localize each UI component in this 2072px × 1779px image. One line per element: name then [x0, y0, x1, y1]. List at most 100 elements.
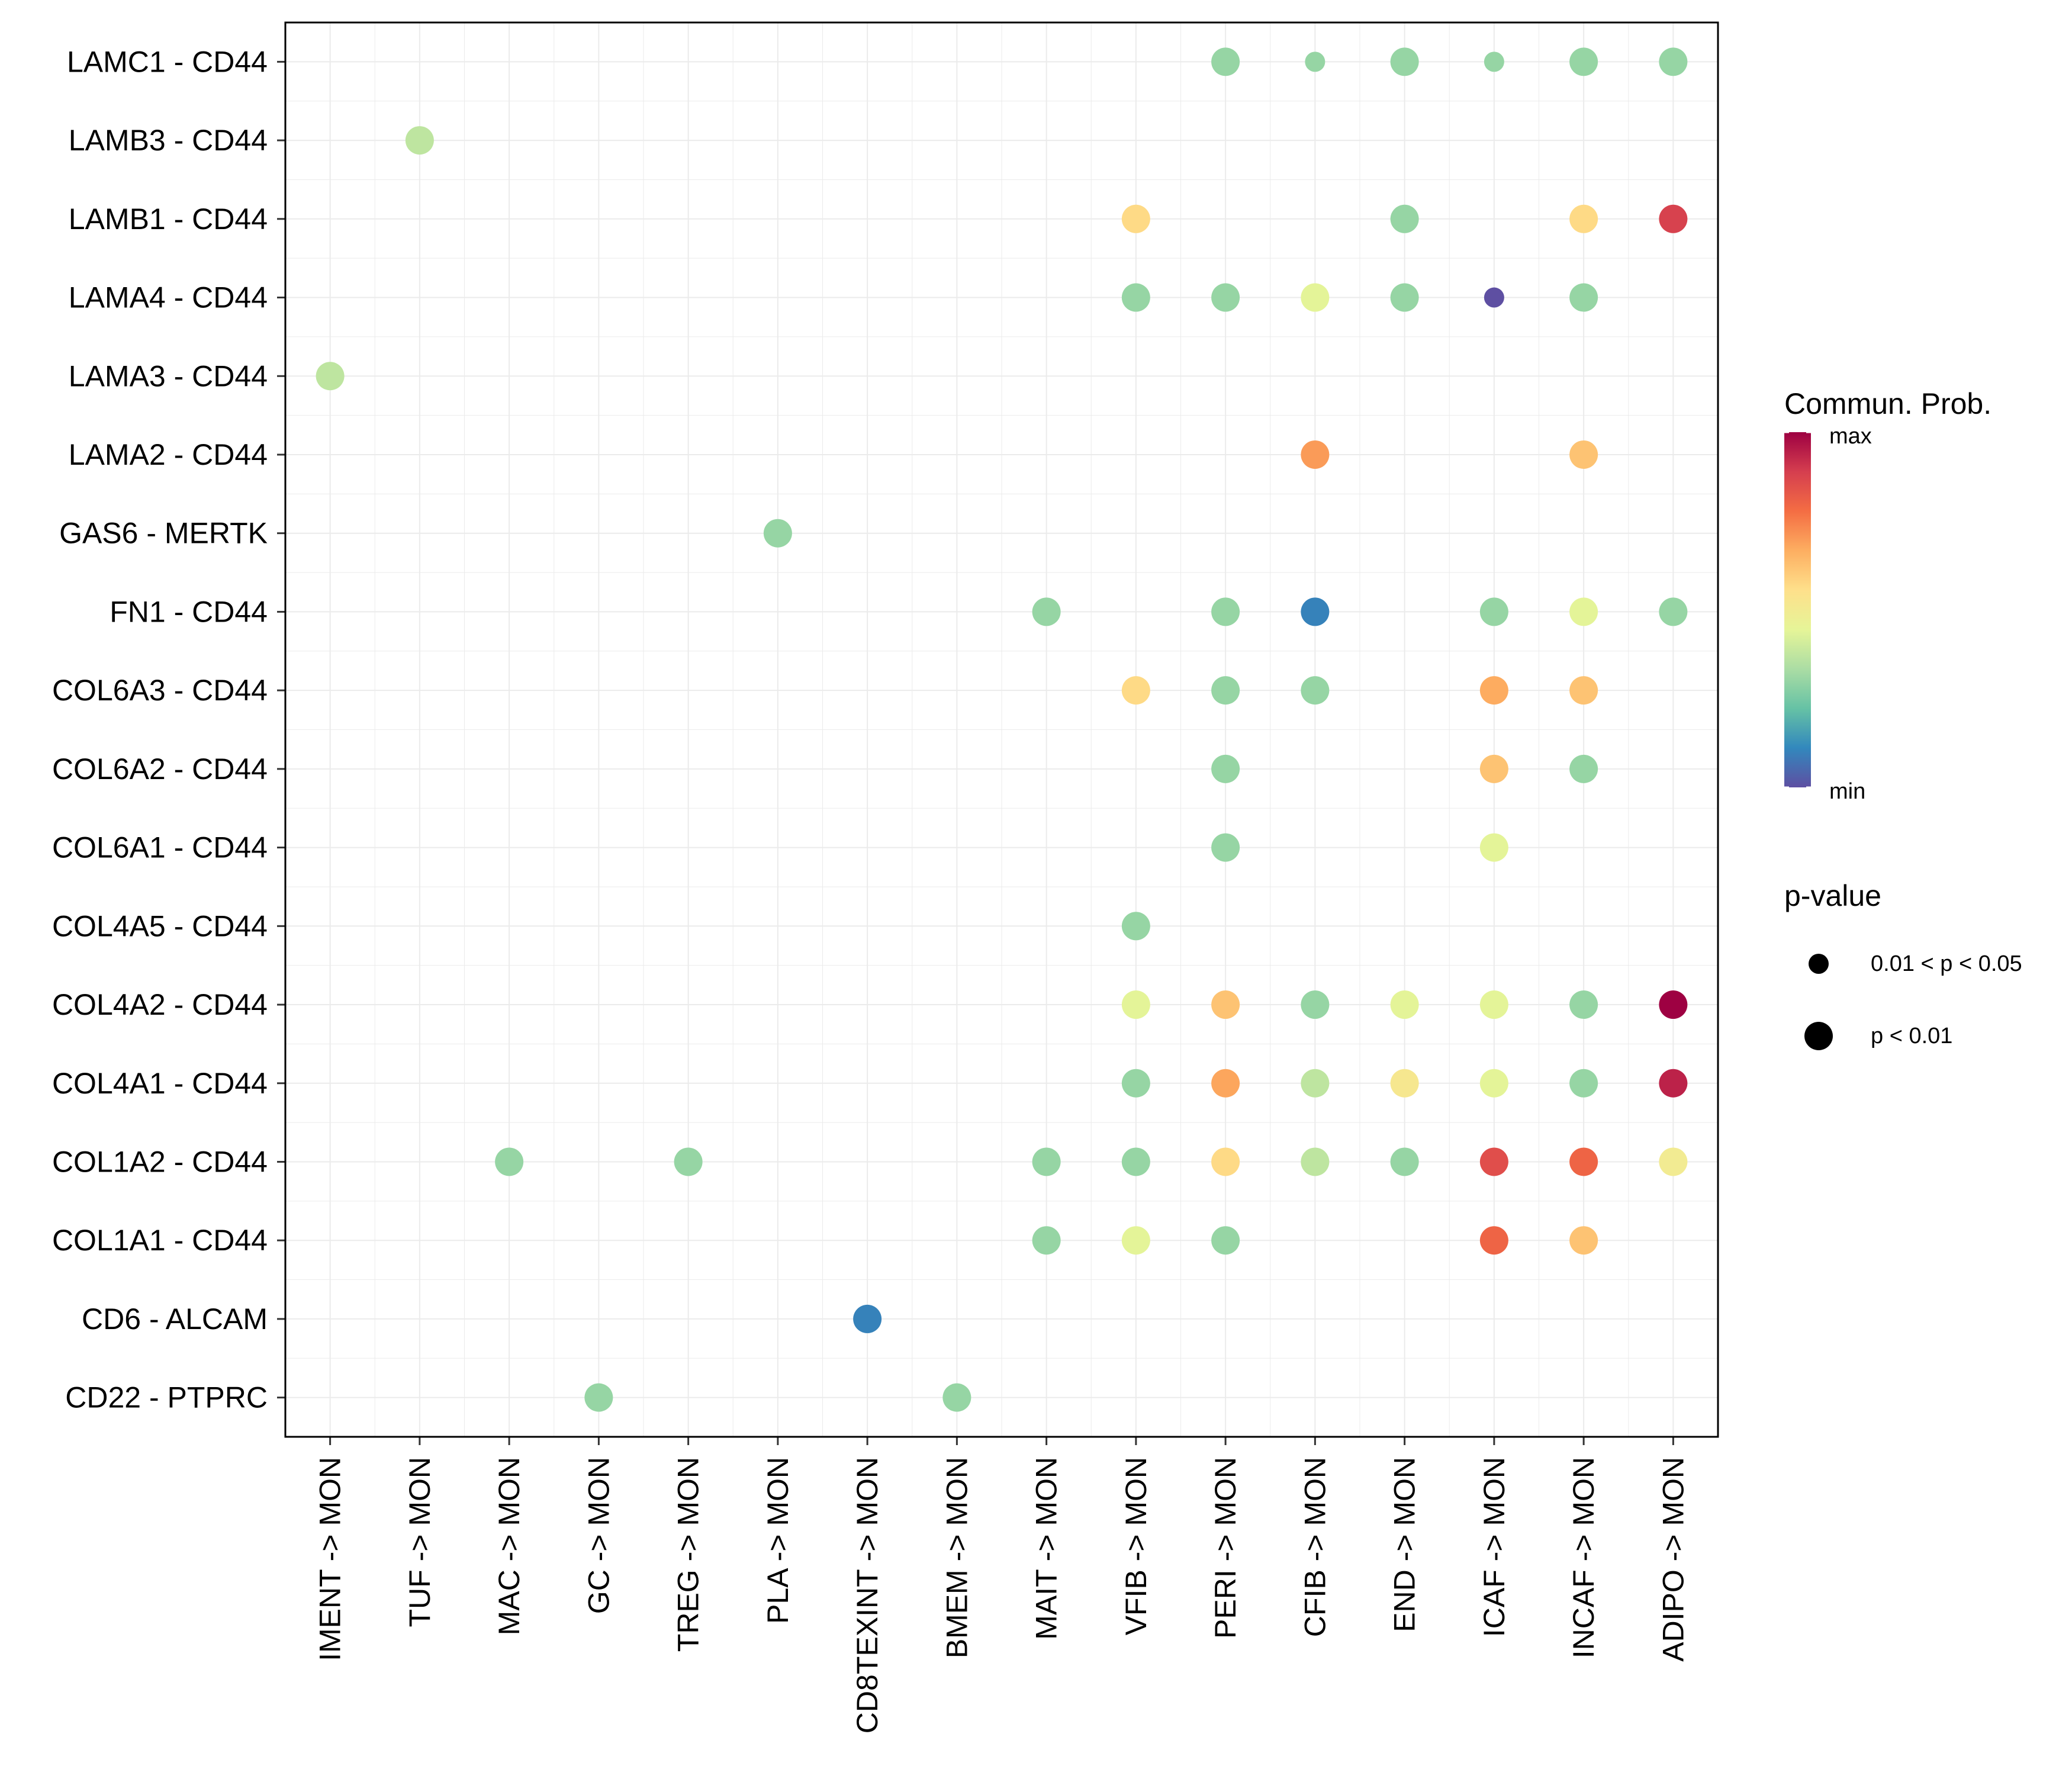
data-point [1305, 52, 1325, 72]
data-point [1659, 204, 1688, 233]
data-point [1659, 1069, 1688, 1098]
x-tick-label: ICAF -> MON [1478, 1457, 1511, 1637]
data-point [1390, 283, 1419, 312]
data-point [1390, 204, 1419, 233]
data-point [1211, 833, 1240, 862]
y-tick-label: LAMB3 - CD44 [69, 124, 268, 157]
data-point [1569, 1147, 1598, 1176]
size-legend-label: p < 0.01 [1871, 1024, 1952, 1048]
data-point [1301, 1147, 1330, 1176]
y-tick-label: LAMA2 - CD44 [69, 438, 268, 471]
x-tick-label: BMEM -> MON [940, 1457, 973, 1658]
x-tick-label: IMENT -> MON [314, 1457, 347, 1661]
data-point [1121, 204, 1150, 233]
size-legend-title: p-value [1784, 879, 1881, 912]
data-point [1569, 440, 1598, 469]
data-point [1390, 990, 1419, 1019]
data-point [1659, 990, 1688, 1019]
data-point [1121, 1226, 1150, 1255]
x-tick-label: TUF -> MON [403, 1457, 436, 1627]
data-point [1121, 676, 1150, 705]
size-legend-key [1804, 1022, 1833, 1050]
colorbar-max-label: max [1829, 424, 1872, 449]
data-point [1484, 287, 1504, 308]
data-point [1121, 283, 1150, 312]
data-point [1121, 990, 1150, 1019]
data-point [1211, 676, 1240, 705]
data-point [1569, 676, 1598, 705]
x-tick-label: END -> MON [1388, 1457, 1421, 1632]
y-tick-label: LAMA3 - CD44 [69, 359, 268, 393]
data-point [405, 126, 434, 155]
y-tick-label: LAMB1 - CD44 [69, 202, 268, 236]
data-point [1569, 1069, 1598, 1098]
data-point [1479, 597, 1508, 626]
x-tick-label: CFIB -> MON [1298, 1457, 1331, 1637]
data-point [1390, 1147, 1419, 1176]
x-tick-label: VFIB -> MON [1119, 1457, 1153, 1635]
y-tick-label: LAMA4 - CD44 [69, 281, 268, 314]
data-point [1121, 912, 1150, 941]
data-point [853, 1304, 882, 1333]
data-point [1569, 47, 1598, 76]
y-tick-label: COL4A1 - CD44 [52, 1067, 268, 1100]
data-point [1211, 47, 1240, 76]
data-point [1032, 597, 1061, 626]
x-tick-label: PLA -> MON [761, 1457, 794, 1624]
data-point [1211, 597, 1240, 626]
data-point [1479, 833, 1508, 862]
y-tick-label: COL4A5 - CD44 [52, 909, 268, 942]
x-tick-label: ADIPO -> MON [1656, 1457, 1690, 1662]
data-point [1659, 47, 1688, 76]
data-point [1121, 1069, 1150, 1098]
data-point [1569, 204, 1598, 233]
data-point [1659, 597, 1688, 626]
data-point [674, 1147, 703, 1176]
grid-lines [285, 22, 1718, 1437]
y-tick-label: COL1A1 - CD44 [52, 1224, 268, 1257]
data-point [1479, 1147, 1508, 1176]
colorbar-ticks [1784, 431, 1811, 789]
x-tick-label: PERI -> MON [1209, 1457, 1242, 1639]
size-legend-entries: 0.01 < p < 0.05 p < 0.01 [1804, 951, 2022, 1050]
x-tick-label: INCAF -> MON [1567, 1457, 1600, 1658]
data-point [1211, 283, 1240, 312]
data-point [1301, 597, 1330, 626]
data-point [1032, 1226, 1061, 1255]
colorbar-title: Commun. Prob. [1784, 387, 1991, 420]
y-tick-label: LAMC1 - CD44 [67, 45, 268, 78]
data-point [495, 1147, 524, 1176]
x-tick-label: TREG -> MON [672, 1457, 705, 1652]
data-point [1479, 1226, 1508, 1255]
data-point [1211, 1069, 1240, 1098]
data-point [1301, 1069, 1330, 1098]
data-point [1479, 990, 1508, 1019]
data-point [1390, 1069, 1419, 1098]
x-tick-label: MAC -> MON [493, 1457, 526, 1635]
data-point [1211, 1147, 1240, 1176]
data-point [316, 362, 345, 391]
data-point [1659, 1147, 1688, 1176]
y-tick-label: COL4A2 - CD44 [52, 988, 268, 1021]
legends: Commun. Prob. max min p-value 0.01 < p <… [1784, 387, 2022, 1050]
y-tick-label: FN1 - CD44 [110, 595, 268, 628]
data-point [1479, 1069, 1508, 1098]
data-point [1301, 283, 1330, 312]
data-point [1569, 754, 1598, 783]
data-point [1032, 1147, 1061, 1176]
data-point [1301, 676, 1330, 705]
data-point [942, 1383, 971, 1412]
y-tick-label: COL1A2 - CD44 [52, 1145, 268, 1178]
x-tick-label: CD8TEXINT -> MON [851, 1457, 884, 1733]
plot-panel-border [284, 21, 1719, 1438]
data-point [1479, 676, 1508, 705]
y-tick-label: CD6 - ALCAM [82, 1302, 268, 1336]
y-tick-label: COL6A3 - CD44 [52, 674, 268, 707]
y-tick-label: COL6A1 - CD44 [52, 831, 268, 864]
data-point [1390, 47, 1419, 76]
data-point [1301, 440, 1330, 469]
data-point [1569, 990, 1598, 1019]
data-point [1211, 1226, 1240, 1255]
data-point [1569, 1226, 1598, 1255]
data-point [1569, 283, 1598, 312]
